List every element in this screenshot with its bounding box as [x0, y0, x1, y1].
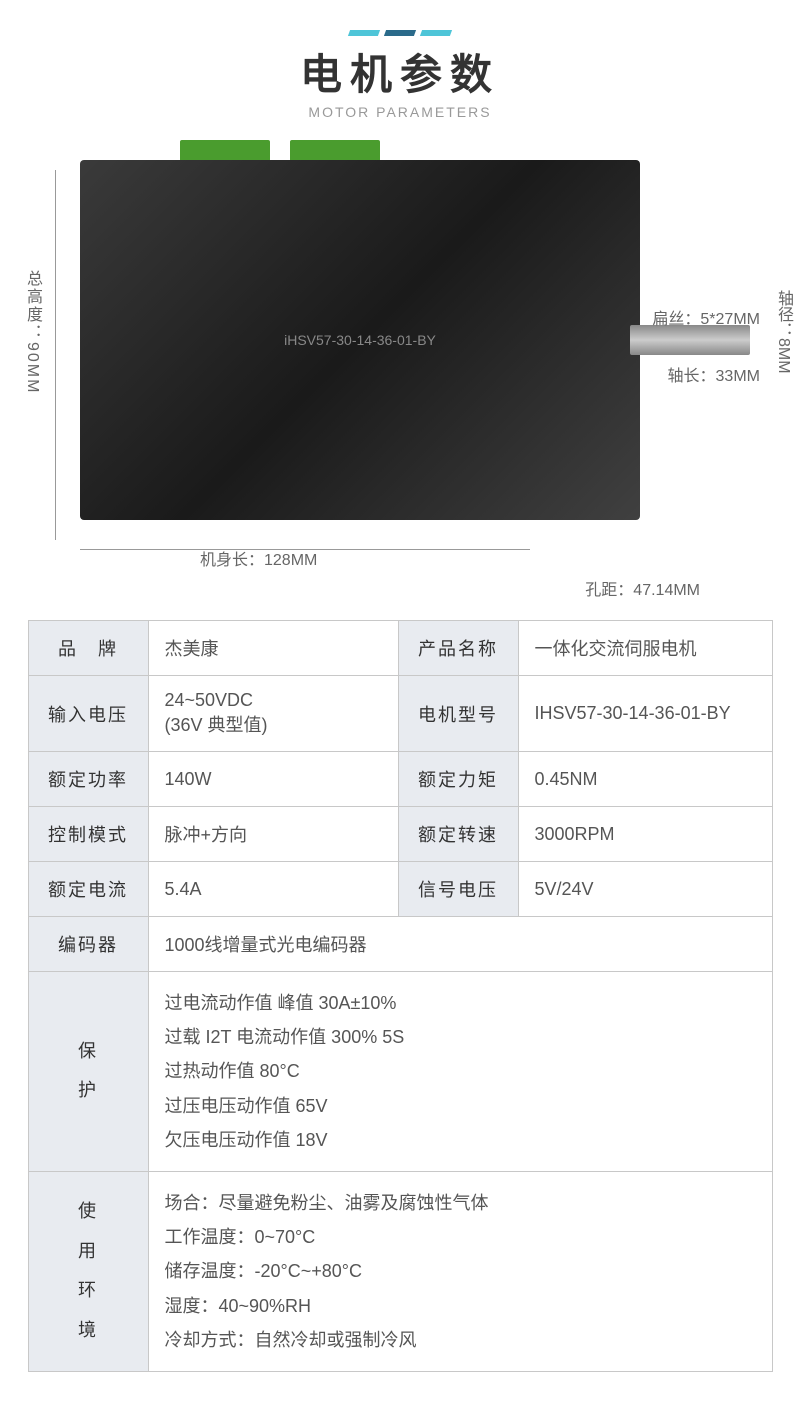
dim-body-length: 机身长：128MM — [200, 546, 317, 570]
spec-value: 杰美康 — [148, 621, 398, 676]
spec-row: 输入电压 24~50VDC(36V 典型值)电机型号IHSV57-30-14-3… — [28, 676, 772, 752]
spec-table: 品 牌杰美康产品名称一体化交流伺服电机输入电压 24~50VDC(36V 典型值… — [28, 620, 773, 1372]
dim-key: 扁丝：5*27MM — [652, 305, 760, 329]
title-english: MOTOR PARAMETERS — [0, 104, 800, 120]
motor-shaft — [630, 325, 750, 355]
spec-row: 额定电流5.4A信号电压5V/24V — [28, 862, 772, 917]
spec-row: 品 牌杰美康产品名称一体化交流伺服电机 — [28, 621, 772, 676]
header-dashes — [0, 30, 800, 36]
spec-row: 额定功率140W额定力矩0.45NM — [28, 752, 772, 807]
spec-value: 3000RPM — [518, 807, 772, 862]
spec-row-environment: 使用环境场合：尽量避免粉尘、油雾及腐蚀性气体工作温度：0~70°C储存温度：-2… — [28, 1171, 772, 1371]
spec-row: 控制模式脉冲+方向额定转速3000RPM — [28, 807, 772, 862]
spec-row-encoder: 编码器1000线增量式光电编码器 — [28, 917, 772, 972]
spec-row-protection: 保护过电流动作值 峰值 30A±10%过载 I2T 电流动作值 300% 5S过… — [28, 972, 772, 1172]
spec-label: 额定功率 — [28, 752, 148, 807]
spec-label: 使用环境 — [28, 1171, 148, 1371]
spec-value: 过电流动作值 峰值 30A±10%过载 I2T 电流动作值 300% 5S过热动… — [148, 972, 772, 1172]
spec-value: 24~50VDC(36V 典型值) — [148, 676, 398, 752]
motor-image-placeholder: iHSV57-30-14-36-01-BY — [80, 160, 640, 520]
header-section: 电机参数 MOTOR PARAMETERS — [0, 0, 800, 130]
spec-value: 5V/24V — [518, 862, 772, 917]
spec-label: 保护 — [28, 972, 148, 1172]
spec-label: 信号电压 — [398, 862, 518, 917]
spec-value: 一体化交流伺服电机 — [518, 621, 772, 676]
spec-value: 场合：尽量避免粉尘、油雾及腐蚀性气体工作温度：0~70°C储存温度：-20°C~… — [148, 1171, 772, 1371]
dash-3 — [420, 30, 452, 36]
spec-label: 电机型号 — [398, 676, 518, 752]
product-image-area: iHSV57-30-14-36-01-BY 总高度：90MM 机身长：128MM… — [0, 130, 800, 610]
spec-label: 产品名称 — [398, 621, 518, 676]
title-chinese: 电机参数 — [0, 41, 800, 102]
spec-label: 控制模式 — [28, 807, 148, 862]
dim-height: 总高度：90MM — [20, 270, 44, 394]
spec-label: 额定电流 — [28, 862, 148, 917]
dim-hole-distance: 孔距：47.14MM — [585, 576, 700, 600]
spec-value: 1000线增量式光电编码器 — [148, 917, 772, 972]
spec-label: 额定力矩 — [398, 752, 518, 807]
spec-value: 脉冲+方向 — [148, 807, 398, 862]
dash-1 — [348, 30, 380, 36]
spec-label: 品 牌 — [28, 621, 148, 676]
spec-value: 0.45NM — [518, 752, 772, 807]
spec-label: 额定转速 — [398, 807, 518, 862]
spec-value: 5.4A — [148, 862, 398, 917]
spec-value: 140W — [148, 752, 398, 807]
spec-value: IHSV57-30-14-36-01-BY — [518, 676, 772, 752]
dim-shaft-length: 轴长：33MM — [668, 362, 760, 386]
spec-label: 编码器 — [28, 917, 148, 972]
dim-shaft-diameter: 轴径：8MM — [771, 290, 795, 374]
page-container: 电机参数 MOTOR PARAMETERS iHSV57-30-14-36-01… — [0, 0, 800, 1372]
spec-label: 输入电压 — [28, 676, 148, 752]
dim-line-v-left — [55, 170, 56, 540]
motor-model-label: iHSV57-30-14-36-01-BY — [284, 332, 436, 348]
dash-2 — [384, 30, 416, 36]
